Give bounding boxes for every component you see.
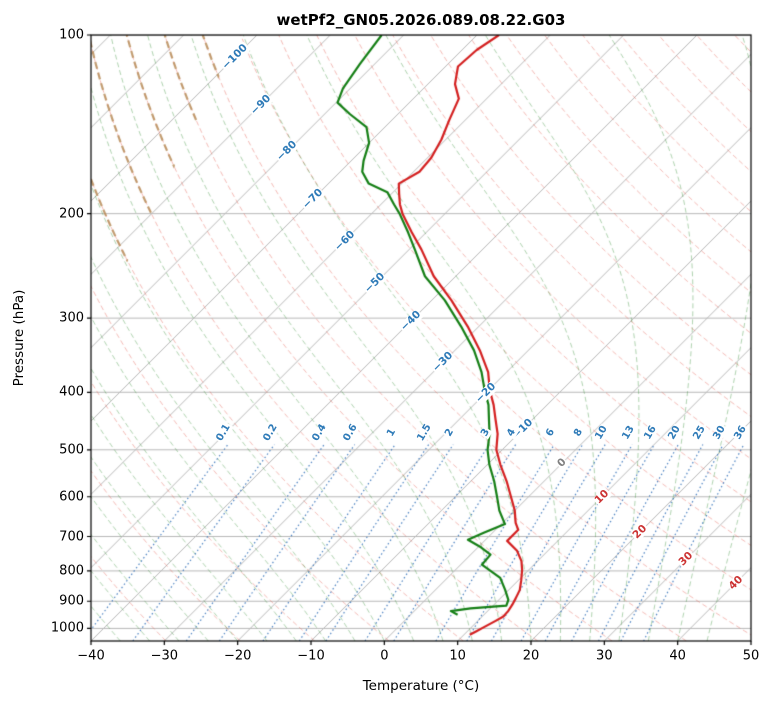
chart-title: wetPf2_GN05.2026.089.08.22.G03 bbox=[276, 11, 566, 29]
x-axis-label: Temperature (°C) bbox=[362, 678, 480, 694]
y-axis-label: Pressure (hPa) bbox=[11, 289, 27, 387]
